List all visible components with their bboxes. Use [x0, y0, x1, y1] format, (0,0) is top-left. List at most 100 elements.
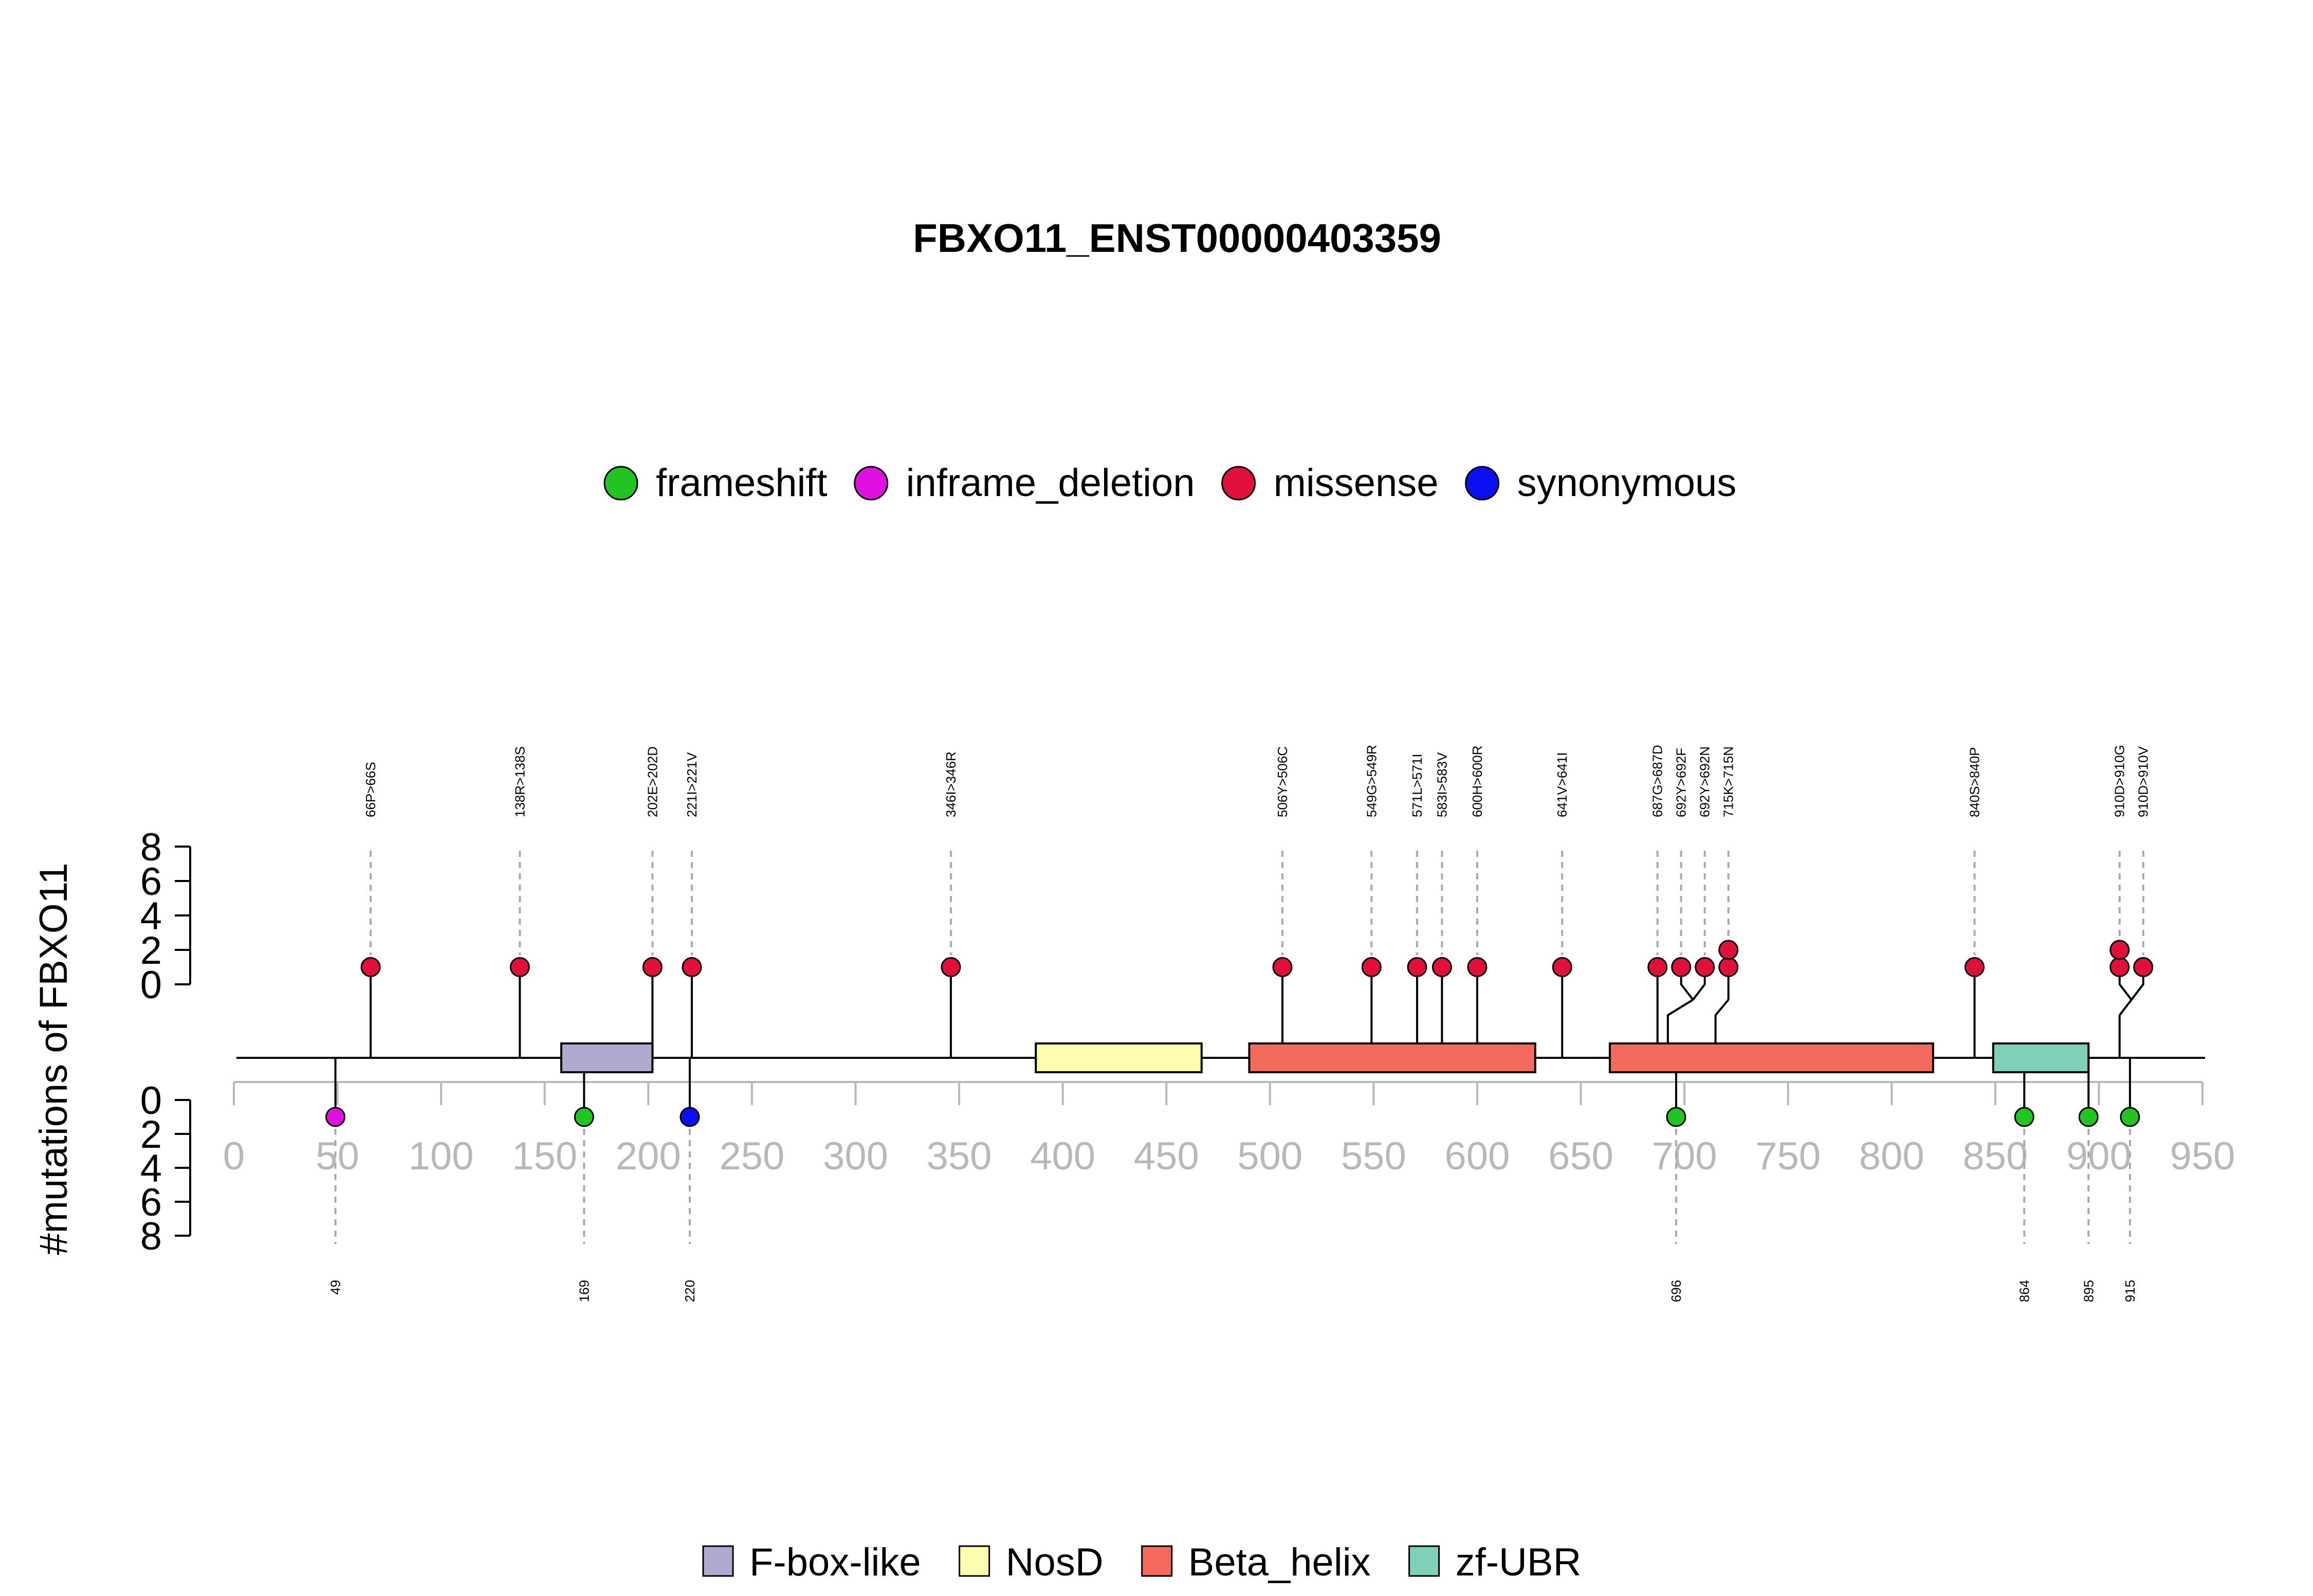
mutation-point-missense: [509, 957, 530, 977]
x-tick-label: 750: [1755, 1134, 1821, 1178]
position-label: 49: [328, 1280, 343, 1295]
mutation-point-missense: [1272, 957, 1293, 977]
mutation-point-frameshift: [2014, 1107, 2034, 1127]
chart-title: FBXO11_ENST00000403359: [913, 215, 1441, 261]
x-tick-label: 600: [1445, 1134, 1510, 1178]
mutation-label: 715K>715N: [1721, 746, 1736, 817]
legend-label-frameshift: frameshift: [656, 461, 828, 505]
mutation-point-synonymous: [680, 1107, 700, 1127]
x-tick-label: 50: [316, 1134, 359, 1178]
mutation-point-missense: [1695, 957, 1715, 977]
mutation-point-missense: [1718, 957, 1739, 977]
mutation-label: 571L>571I: [1409, 754, 1425, 817]
mutation-point-missense: [1361, 957, 1382, 977]
legend-label-F-box-like: F-box-like: [749, 1540, 921, 1584]
legend-label-zf-UBR: zf-UBR: [1456, 1540, 1582, 1584]
x-tick-label: 800: [1859, 1134, 1924, 1178]
x-tick-label: 900: [2066, 1134, 2132, 1178]
x-tick-label: 100: [409, 1134, 474, 1178]
x-tick-label: 500: [1237, 1134, 1302, 1178]
mutation-labels: 66P>66S 138R>138S 202E>202D 221I>221V 346I>3…: [328, 745, 2151, 1302]
x-axis: 0 50 100 150 200 250 300 350 400 450 500 550 600 650 7…: [223, 1081, 2235, 1178]
mutation-point-missense: [1718, 940, 1739, 960]
domain-zf-UBR: [1992, 1042, 2090, 1073]
x-tick-label: 450: [1134, 1134, 1199, 1178]
position-label: 220: [682, 1280, 697, 1302]
y-axis-label: #mutations of FBXO11: [32, 863, 76, 1255]
mutation-point-missense: [682, 957, 702, 977]
mutation-point-missense: [1647, 957, 1668, 977]
x-tick-label: 150: [512, 1134, 577, 1178]
guide-lines: [334, 851, 2144, 1244]
x-tick-label: 550: [1341, 1134, 1406, 1178]
domain-legend: F-box-like NosD Beta_helix zf-UBR: [702, 1540, 1582, 1584]
mutation-point-missense: [1965, 957, 1985, 977]
domain-NosD: [1035, 1042, 1203, 1073]
top-y-tick-label: 8: [140, 825, 162, 869]
bottom-y-tick-label: 6: [140, 1181, 162, 1224]
mutation-point-missense: [642, 957, 663, 977]
mutation-label: 583I>583V: [1434, 752, 1449, 817]
mutation-label: 66P>66S: [363, 762, 378, 817]
legend-swatch-Beta_helix: [1141, 1545, 1173, 1577]
mutation-point-frameshift: [1666, 1107, 1686, 1127]
domain-F-box-like: [560, 1042, 654, 1073]
mutation-label: 692Y>692F: [1674, 748, 1689, 817]
bottom-y-tick-label: 2: [140, 1113, 162, 1157]
mutation-label: 506Y>506C: [1275, 746, 1290, 817]
legend-swatch-F-box-like: [702, 1545, 734, 1577]
bottom-y-tick-label: 4: [140, 1147, 162, 1190]
bottom-y-tick-label: 8: [140, 1215, 162, 1258]
domain-Beta_helix: [1608, 1042, 1934, 1073]
mutation-point-missense: [360, 957, 381, 977]
mutation-point-missense: [2109, 940, 2130, 960]
mutation-label: 910D>910G: [2112, 745, 2127, 817]
domain-Beta_helix: [1248, 1042, 1536, 1073]
legend-label-synonymous: synonymous: [1517, 461, 1737, 505]
position-label: 915: [2122, 1280, 2138, 1302]
mutation-label: 346I>346R: [943, 751, 959, 817]
legend-label-Beta_helix: Beta_helix: [1188, 1540, 1371, 1584]
mutation-label: 692Y>692N: [1697, 746, 1713, 817]
lollipop-stems: [334, 950, 2144, 1117]
mutation-point-missense: [941, 957, 961, 977]
legend-swatch-NosD: [959, 1545, 990, 1577]
x-tick-label: 350: [927, 1134, 992, 1178]
x-tick-label: 300: [823, 1134, 888, 1178]
mutation-point-missense: [1431, 957, 1452, 977]
protein-domains: [560, 1042, 2090, 1073]
mutation-label: 600H>600R: [1470, 746, 1485, 818]
legend-marker-missense: [1221, 466, 1256, 501]
x-tick-label: 950: [2170, 1134, 2235, 1178]
mutation-label: 202E>202D: [645, 746, 660, 817]
mutation-point-missense: [1552, 957, 1572, 977]
mutation-label: 910D>910V: [2136, 746, 2151, 817]
mutation-label: 221I>221V: [684, 752, 700, 817]
x-tick-label: 250: [719, 1134, 784, 1178]
mutation-point-missense: [1407, 957, 1427, 977]
x-tick-label: 850: [1962, 1134, 2028, 1178]
mutation-point-missense: [1467, 957, 1488, 977]
mutation-point-missense: [1671, 957, 1692, 977]
x-tick-label: 0: [223, 1134, 245, 1178]
mutation-point-frameshift: [2120, 1107, 2140, 1127]
legend-marker-frameshift: [603, 466, 638, 501]
mutation-point-missense: [2133, 957, 2154, 977]
mutation-point-frameshift: [574, 1107, 594, 1127]
position-label: 696: [1668, 1280, 1684, 1302]
top-y-tick-label: 4: [140, 894, 162, 938]
legend-label-NosD: NosD: [1006, 1540, 1104, 1584]
x-tick-label: 400: [1030, 1134, 1095, 1178]
bottom-y-tick-label: 0: [140, 1079, 162, 1123]
mutation-label: 549G>549R: [1364, 745, 1379, 817]
mutation-points: [325, 940, 2154, 1127]
mutation-label: 687G>687D: [1650, 745, 1665, 817]
legend-swatch-zf-UBR: [1408, 1545, 1440, 1577]
legend-label-missense: missense: [1274, 461, 1439, 505]
mutation-point-frameshift: [2078, 1107, 2099, 1127]
lollipop-stem: [2118, 999, 2133, 1058]
top-y-tick-label: 0: [140, 963, 162, 1007]
legend-label-inframe_deletion: inframe_deletion: [906, 461, 1195, 505]
